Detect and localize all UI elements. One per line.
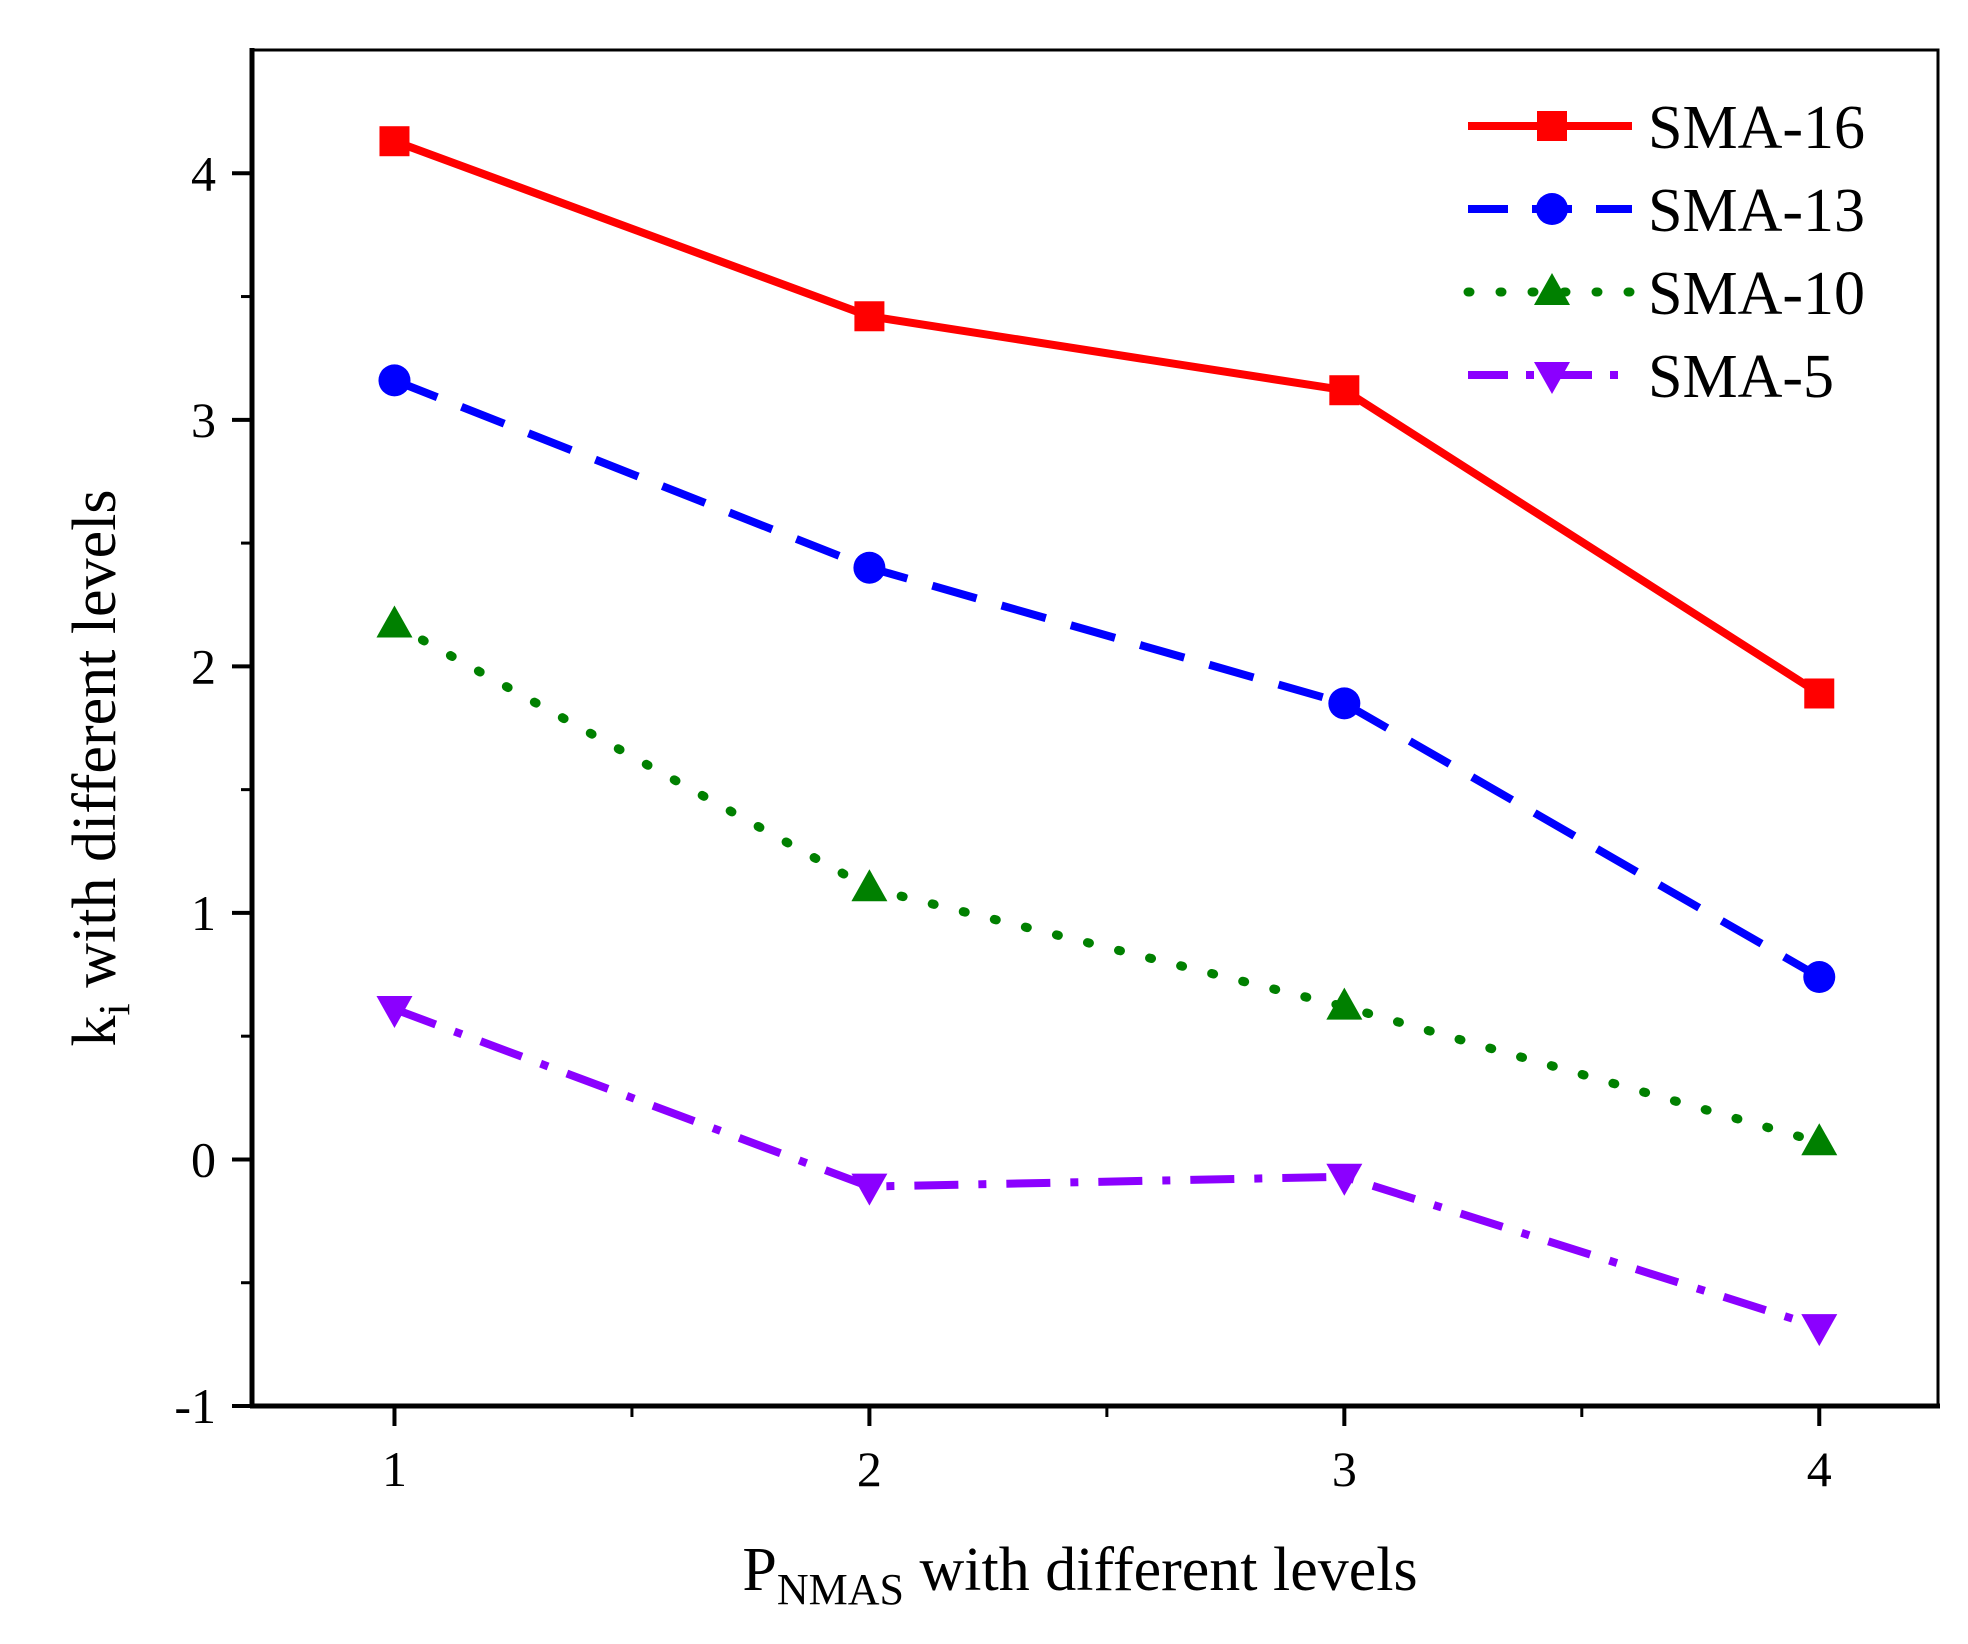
data-point-sma-16	[1804, 678, 1835, 709]
series-line-sma-10	[389, 619, 1824, 1147]
data-point-sma-10	[1326, 987, 1363, 1020]
data-point-sma-5	[1801, 1314, 1838, 1347]
legend-marker-sma-13	[1536, 193, 1568, 225]
y-tick-label: 4	[191, 145, 216, 201]
legend-marker-sma-5	[1534, 362, 1570, 394]
y-axis-title-subscript: i	[90, 1003, 139, 1015]
legend-label-sma-16: SMA-16	[1648, 94, 1865, 162]
data-point-sma-16	[854, 301, 885, 332]
legend-item-sma-10: SMA-10	[1463, 260, 1865, 328]
legend-item-sma-16: SMA-16	[1468, 94, 1865, 162]
x-tick-label: 2	[857, 1441, 882, 1497]
y-tick-label: 0	[191, 1131, 216, 1187]
data-point-sma-16	[1329, 375, 1360, 406]
data-point-sma-13	[853, 551, 886, 584]
series-sma-10	[376, 605, 1838, 1156]
series-line-sma-16	[393, 137, 1822, 697]
y-tick-label: 1	[191, 885, 216, 941]
y-tick-label: 3	[191, 392, 216, 448]
data-point-sma-10	[851, 869, 888, 902]
x-axis-title-rest: with different levels	[904, 1536, 1418, 1604]
legend: SMA-16 SMA-13 SMA-10 SMA-5	[1463, 94, 1865, 411]
data-point-sma-13	[378, 364, 411, 397]
x-tick-label: 4	[1807, 1441, 1832, 1497]
legend-label-sma-10: SMA-10	[1648, 260, 1865, 328]
x-tick-label: 3	[1332, 1441, 1357, 1497]
x-tick-label: 1	[382, 1441, 407, 1497]
y-tick-label: -1	[174, 1378, 216, 1434]
data-point-sma-10	[376, 605, 413, 638]
series-sma-13	[378, 364, 1836, 994]
legend-marker-sma-10	[1534, 273, 1570, 305]
legend-item-sma-13: SMA-13	[1468, 177, 1865, 245]
data-point-sma-13	[1803, 961, 1836, 994]
plot-frame	[249, 48, 1940, 1409]
series-layer	[376, 126, 1838, 1347]
series-sma-5	[376, 996, 1838, 1347]
data-point-sma-5	[1326, 1163, 1363, 1196]
y-axis-title-rest: with different levels	[61, 490, 129, 1004]
y-axis-title: ki with different levels	[61, 490, 139, 1047]
series-line-sma-13	[393, 376, 1822, 981]
legend-label-sma-5: SMA-5	[1648, 343, 1834, 411]
x-axis-title-subscript: NMAS	[777, 1565, 904, 1614]
data-point-sma-10	[1801, 1123, 1838, 1156]
y-axis-title-main: k	[61, 1015, 129, 1046]
series-line-sma-5	[393, 1005, 1821, 1331]
data-point-sma-5	[851, 1173, 888, 1206]
data-point-sma-5	[376, 996, 413, 1029]
data-point-sma-13	[1328, 687, 1361, 720]
x-axis-title-main: P	[742, 1536, 776, 1604]
plot-border	[250, 48, 1940, 1408]
series-sma-16	[379, 126, 1835, 709]
legend-label-sma-13: SMA-13	[1648, 177, 1865, 245]
x-axis-title: PNMAS with different levels	[742, 1536, 1417, 1614]
legend-item-sma-5: SMA-5	[1468, 343, 1834, 411]
y-tick-label: 2	[191, 638, 216, 694]
data-point-sma-16	[379, 126, 410, 157]
legend-marker-sma-16	[1537, 111, 1567, 141]
axis-ticks: -1 0 1 2 3 4 1 2 3 4	[174, 145, 1831, 1497]
axis-titles: PNMAS with different levels ki with diff…	[61, 490, 1418, 1614]
